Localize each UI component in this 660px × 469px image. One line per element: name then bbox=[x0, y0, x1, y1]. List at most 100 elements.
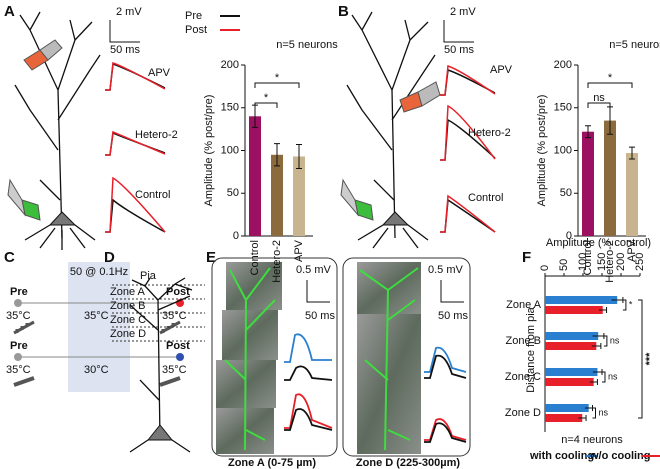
x-tick-label: 0 bbox=[539, 265, 551, 271]
traces bbox=[440, 64, 496, 233]
trace-label: Control bbox=[135, 189, 170, 201]
scale-label: 50 ms bbox=[305, 310, 335, 322]
neuron-drawing bbox=[21, 199, 41, 221]
traces bbox=[440, 64, 496, 96]
temp-label: 35°C bbox=[84, 310, 109, 322]
neuron-drawing bbox=[48, 211, 77, 226]
legend-label: w/o cooling bbox=[589, 450, 651, 462]
traces bbox=[105, 130, 166, 156]
micrograph bbox=[222, 310, 278, 360]
error-bar bbox=[296, 144, 302, 169]
y-tick-label: Zone B bbox=[506, 335, 541, 347]
legend-label: Pre bbox=[185, 10, 202, 22]
traces bbox=[105, 61, 166, 91]
zone-lines bbox=[112, 284, 205, 342]
error-bar bbox=[591, 343, 602, 349]
scale-bar bbox=[443, 20, 474, 43]
x-tick-label: Hetero-2 bbox=[271, 240, 283, 283]
error-bar bbox=[274, 143, 280, 167]
panel-frame bbox=[211, 257, 338, 457]
y-axis-label: Amplitude (% post/pre) bbox=[203, 95, 215, 207]
significance-bracket bbox=[602, 371, 606, 383]
neuron-drawing bbox=[340, 11, 441, 249]
micrograph bbox=[216, 262, 421, 454]
trace-label: Hetero-2 bbox=[135, 129, 178, 141]
protocol-lines bbox=[176, 353, 184, 361]
neuron-drawing bbox=[7, 11, 101, 250]
micrograph bbox=[359, 267, 419, 451]
zone-label: Zone C bbox=[110, 314, 146, 326]
panel-letter: C bbox=[4, 249, 15, 266]
bar bbox=[545, 368, 598, 376]
bar bbox=[545, 306, 603, 314]
neuron-drawing bbox=[129, 439, 191, 453]
neuron-drawing bbox=[381, 211, 410, 226]
caption: Zone A (0-75 µm) bbox=[228, 457, 316, 469]
scale-bar bbox=[306, 280, 464, 303]
bar bbox=[249, 116, 261, 236]
bar bbox=[545, 378, 594, 386]
panel-letter: F bbox=[522, 249, 531, 266]
y-tick-label: Zone D bbox=[505, 407, 541, 419]
scale-bar bbox=[306, 280, 464, 303]
panel-frame bbox=[342, 257, 471, 457]
significance-bracket bbox=[603, 335, 608, 347]
micrograph bbox=[357, 262, 421, 314]
traces bbox=[424, 346, 467, 373]
scale-label: 50 ms bbox=[110, 44, 140, 56]
y-tick-label: 200 bbox=[554, 59, 572, 71]
trace-label: APV bbox=[490, 64, 513, 76]
temp-label: 35°C bbox=[162, 310, 187, 322]
traces bbox=[440, 194, 496, 233]
panel-letter: B bbox=[338, 3, 349, 20]
x-tick-label: 150 bbox=[596, 253, 608, 271]
traces bbox=[284, 365, 333, 381]
traces bbox=[440, 68, 496, 96]
neuron-drawing bbox=[129, 277, 193, 453]
traces bbox=[440, 118, 496, 161]
significance-bracket bbox=[254, 102, 278, 108]
neuron-drawing bbox=[129, 277, 193, 441]
bar bbox=[604, 120, 616, 236]
bar bbox=[293, 156, 305, 236]
scale-label: 2 mV bbox=[116, 6, 142, 18]
temp-label: 35°C bbox=[6, 364, 31, 376]
traces bbox=[284, 408, 333, 431]
trace-label: Control bbox=[468, 192, 503, 204]
micrograph bbox=[224, 267, 276, 451]
scale-bar bbox=[109, 20, 140, 43]
protocol-lines bbox=[13, 376, 181, 387]
scale-bar bbox=[443, 20, 474, 43]
significance-label: ns bbox=[610, 335, 620, 345]
temp-label: 35°C bbox=[162, 364, 187, 376]
pre-label: Pre bbox=[10, 286, 28, 298]
trace-label: APV bbox=[148, 67, 171, 79]
traces bbox=[105, 61, 166, 233]
traces bbox=[284, 333, 467, 443]
panel-letter: E bbox=[206, 249, 216, 266]
y-axis-label: Amplitude (% post/pre) bbox=[536, 95, 548, 207]
scale-label: 50 ms bbox=[444, 44, 474, 56]
y-tick-label: 50 bbox=[227, 187, 239, 199]
significance-label: ns bbox=[599, 407, 609, 417]
scale-label: 0.5 mV bbox=[296, 264, 332, 276]
post-label: Post bbox=[166, 340, 190, 352]
traces bbox=[440, 198, 496, 233]
significance-label: ns bbox=[593, 92, 605, 104]
error-bar bbox=[578, 415, 587, 421]
significance-bracket bbox=[622, 299, 627, 311]
bar bbox=[545, 332, 599, 340]
x-tick-label: APV bbox=[626, 239, 638, 262]
x-tick-label: 50 bbox=[558, 259, 570, 271]
error-bar bbox=[598, 307, 608, 313]
zone-label: Zone A bbox=[110, 286, 146, 298]
neuron-drawing bbox=[354, 199, 374, 221]
traces bbox=[105, 176, 166, 233]
y-axis-label: Distance from pia bbox=[525, 306, 537, 392]
x-axis-label: Amplitude (% control) bbox=[546, 237, 651, 249]
x-tick-label: Control bbox=[249, 240, 261, 275]
y-tick-label: 150 bbox=[221, 102, 239, 114]
y-tick-label: Zone A bbox=[506, 299, 542, 311]
error-bar bbox=[629, 146, 635, 160]
